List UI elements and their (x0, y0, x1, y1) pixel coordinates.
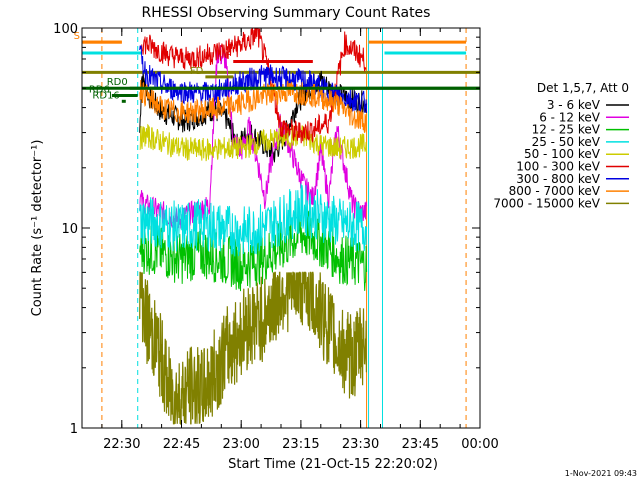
x-tick-label-6: 00:00 (461, 437, 498, 452)
legend-label-1: 6 - 12 keV (539, 110, 601, 124)
x-tick-label-1: 22:45 (163, 437, 200, 452)
legend-label-8: 7000 - 15000 keV (493, 196, 600, 210)
flag-label-5: RD16 (92, 90, 119, 101)
flag-label-4: RD6 (89, 84, 110, 95)
y-tick-label-2: 100 (53, 22, 78, 37)
legend-label-5: 100 - 300 keV (516, 160, 600, 174)
flag-label-2: FD (190, 66, 204, 77)
legend-label-3: 25 - 50 keV (532, 135, 601, 149)
legend-label-4: 50 - 100 keV (524, 147, 601, 161)
y-tick-label-1: 10 (61, 222, 78, 237)
flag-label-1: F (225, 50, 231, 61)
legend-label-6: 300 - 800 keV (516, 172, 600, 186)
footer-date: 1-Nov-2021 09:43 (565, 469, 637, 478)
x-tick-label-4: 23:30 (342, 437, 379, 452)
legend-label-7: 800 - 7000 keV (509, 184, 601, 198)
x-tick-label-2: 23:00 (222, 437, 259, 452)
series-line-8 (139, 271, 367, 425)
flag-label-3: RD0 (107, 77, 128, 88)
series-line-5 (141, 28, 367, 144)
y-tick-label-0: 1 (70, 422, 78, 437)
series-line-7 (139, 79, 368, 134)
series-line-4 (139, 123, 368, 162)
x-tick-label-5: 23:45 (402, 437, 439, 452)
series-line-3 (139, 183, 368, 257)
x-axis-label: Start Time (21-Oct-15 22:20:02) (228, 457, 438, 472)
legend-title: Det 1,5,7, Att 0 (537, 81, 629, 95)
plot-inner (82, 28, 480, 428)
legend-label-2: 12 - 25 keV (532, 123, 601, 137)
x-tick-label-0: 22:30 (103, 437, 140, 452)
x-tick-label-3: 23:15 (282, 437, 319, 452)
legend-label-0: 3 - 6 keV (547, 98, 601, 112)
y-axis-label: Count Rate (s⁻¹ detector⁻¹) (30, 140, 45, 317)
flag-label-0: S (74, 31, 80, 42)
chart-title: RHESSI Observing Summary Count Rates (142, 5, 431, 21)
